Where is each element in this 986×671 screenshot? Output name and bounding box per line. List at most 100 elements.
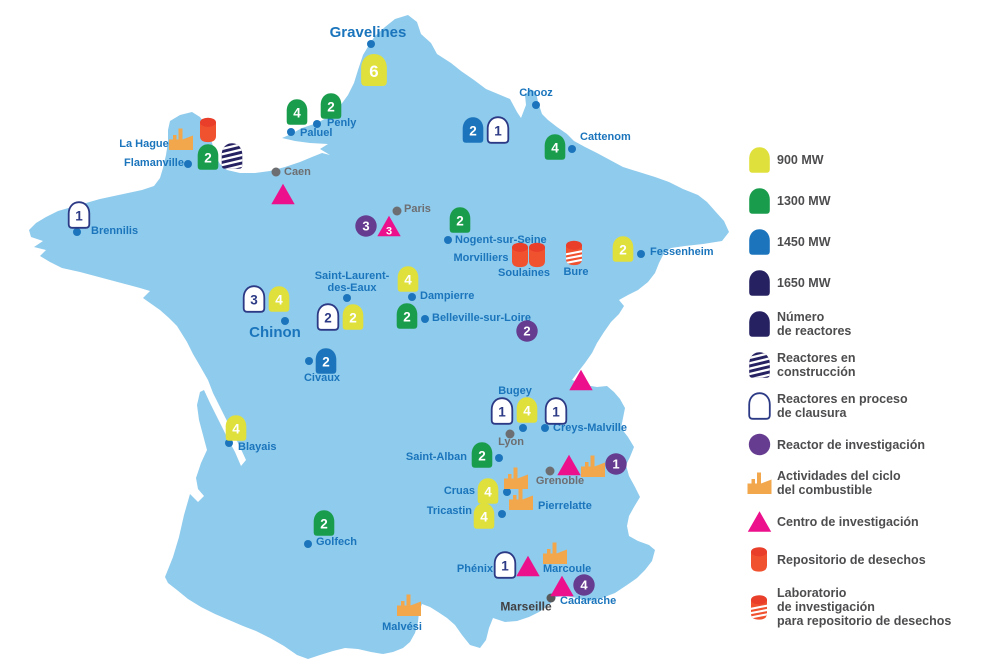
svg-text:6: 6 <box>369 62 378 81</box>
legend-item-label: 1650 MW <box>777 276 831 290</box>
dome-1450-marker-chooz: 2 <box>461 116 486 144</box>
legend-item-waste-repository: Repositorio de desechos <box>744 546 986 573</box>
triangle-marker-marcoule <box>516 555 541 578</box>
svg-text:2: 2 <box>320 517 328 532</box>
site-label-flamanville: Flamanville <box>124 157 184 170</box>
dome-900-marker-gravelines: 6 <box>358 53 389 88</box>
svg-text:2: 2 <box>204 151 212 166</box>
dome-900-marker-chinon: 4 <box>267 285 292 313</box>
svg-text:2: 2 <box>619 243 627 258</box>
svg-text:2: 2 <box>523 324 530 339</box>
site-label-belleville-sur-loire: Belleville-sur-Loire <box>432 312 532 325</box>
site-dot-caen <box>271 167 281 177</box>
site-label-caen: Caen <box>284 166 311 179</box>
waste-repository-icon <box>744 546 774 573</box>
site-label-blayais: Blayais <box>238 441 277 454</box>
site-dot-flamanville <box>184 160 192 168</box>
cylinder-waste-marker-la-hague <box>199 117 217 144</box>
legend-item-label: Centro de investigación <box>777 514 919 529</box>
svg-text:4: 4 <box>484 485 492 500</box>
france-outline <box>29 15 729 659</box>
site-dot-gravelines <box>367 40 375 48</box>
svg-text:4: 4 <box>275 293 283 308</box>
dome-outline-marker-phenix: 1 <box>493 551 518 579</box>
site-dot-civaux <box>305 357 313 365</box>
dome-900-marker-fessenheim: 2 <box>611 235 636 263</box>
circle-research-marker-grenoble: 1 <box>605 453 628 476</box>
site-label-bure: Bure <box>563 266 589 279</box>
cylinder-waste-marker-soulaines <box>528 242 546 269</box>
svg-text:1: 1 <box>494 124 502 139</box>
site-dot-grenoble <box>545 466 555 476</box>
reactor-decommission-icon <box>744 392 774 420</box>
dome-1300-marker-belleville-sur-loire: 2 <box>395 302 420 330</box>
site-label-gravelines: Gravelines <box>329 23 407 41</box>
legend-item-construction: Reactores en construcción <box>744 351 986 379</box>
dome-1300-marker-flamanville: 2 <box>196 143 221 171</box>
legend-item-fuel-cycle: Actividades del ciclo del combustible <box>744 469 986 497</box>
dome-900-marker-bugey: 4 <box>515 396 540 424</box>
reactor-count-icon <box>744 310 774 338</box>
svg-text:1: 1 <box>501 559 509 574</box>
reactor-1650-icon <box>744 269 774 297</box>
svg-text:3: 3 <box>386 226 392 238</box>
site-dot-bugey <box>519 424 527 432</box>
site-dot-chooz <box>532 101 540 109</box>
svg-text:4: 4 <box>404 273 412 288</box>
site-dot-chinon <box>281 317 289 325</box>
site-label-pierrelatte: Pierrelatte <box>538 500 592 513</box>
site-label-cruas: Cruas <box>443 485 475 498</box>
svg-text:1: 1 <box>552 405 560 420</box>
cylinder-waste-marker-morvilliers <box>511 242 529 269</box>
site-dot-cattenom <box>568 145 576 153</box>
factory-marker-pierrelatte <box>508 487 535 511</box>
site-label-nogent-sur-seine: Nogent-sur-Seine <box>455 234 547 247</box>
site-dot-blayais <box>225 439 233 447</box>
svg-text:2: 2 <box>478 449 486 464</box>
site-label-penly: Penly <box>327 117 357 130</box>
site-label-golfech: Golfech <box>316 536 357 549</box>
site-label-marcoule: Marcoule <box>543 563 592 576</box>
reactor-1450-icon <box>744 228 774 256</box>
site-dot-dampierre <box>408 293 416 301</box>
triangle-marker-research-center-alps <box>569 369 594 392</box>
site-dot-cruas <box>503 488 511 496</box>
site-dot-golfech <box>304 540 312 548</box>
cylinder-lab-marker-bure <box>565 240 583 267</box>
legend-item-label: 1300 MW <box>777 194 831 208</box>
dome-1300-marker-cattenom: 4 <box>543 133 568 161</box>
dome-1300-marker-penly: 2 <box>319 92 344 120</box>
site-label-civaux: Civaux <box>303 372 341 385</box>
factory-marker-marcoule <box>542 541 569 565</box>
svg-text:2: 2 <box>349 311 357 326</box>
legend-item-label: 900 MW <box>777 153 824 167</box>
svg-text:2: 2 <box>324 311 332 326</box>
site-dot-fessenheim <box>637 250 645 258</box>
site-label-grenoble: Grenoble <box>535 475 585 488</box>
dome-1300-marker-paluel: 4 <box>285 98 310 126</box>
triangle-marker-caen <box>271 183 296 206</box>
site-label-cattenom: Cattenom <box>580 131 631 144</box>
factory-marker-grenoble <box>580 454 607 478</box>
site-label-cadarache: Cadarache <box>560 595 617 608</box>
dome-1300-marker-saint-alban: 2 <box>470 441 495 469</box>
svg-text:2: 2 <box>456 214 464 229</box>
dome-1300-marker-nogent-sur-seine: 2 <box>448 206 473 234</box>
legend-item-label: Laboratorio de investigación para reposi… <box>777 586 952 628</box>
legend-item-label: 1450 MW <box>777 235 831 249</box>
dome-1300-marker-golfech: 2 <box>312 509 337 537</box>
legend-item-label: Número de reactores <box>777 310 852 338</box>
svg-text:2: 2 <box>322 355 330 370</box>
site-dot-paris <box>392 206 402 216</box>
dome-outline-marker-chinon: 3 <box>242 285 267 313</box>
site-label-la-hague: La Hague <box>119 138 169 151</box>
svg-text:1: 1 <box>75 209 83 224</box>
legend-item-1650mw: 1650 MW <box>744 269 986 297</box>
legend-item-label: Reactores en proceso de clausura <box>777 392 908 420</box>
site-dot-brennilis <box>73 228 81 236</box>
legend-item-research-center: Centro de investigación <box>744 510 986 533</box>
site-label-marseille: Marseille <box>500 599 552 614</box>
site-label-saint-alban: Saint-Alban <box>405 451 467 464</box>
